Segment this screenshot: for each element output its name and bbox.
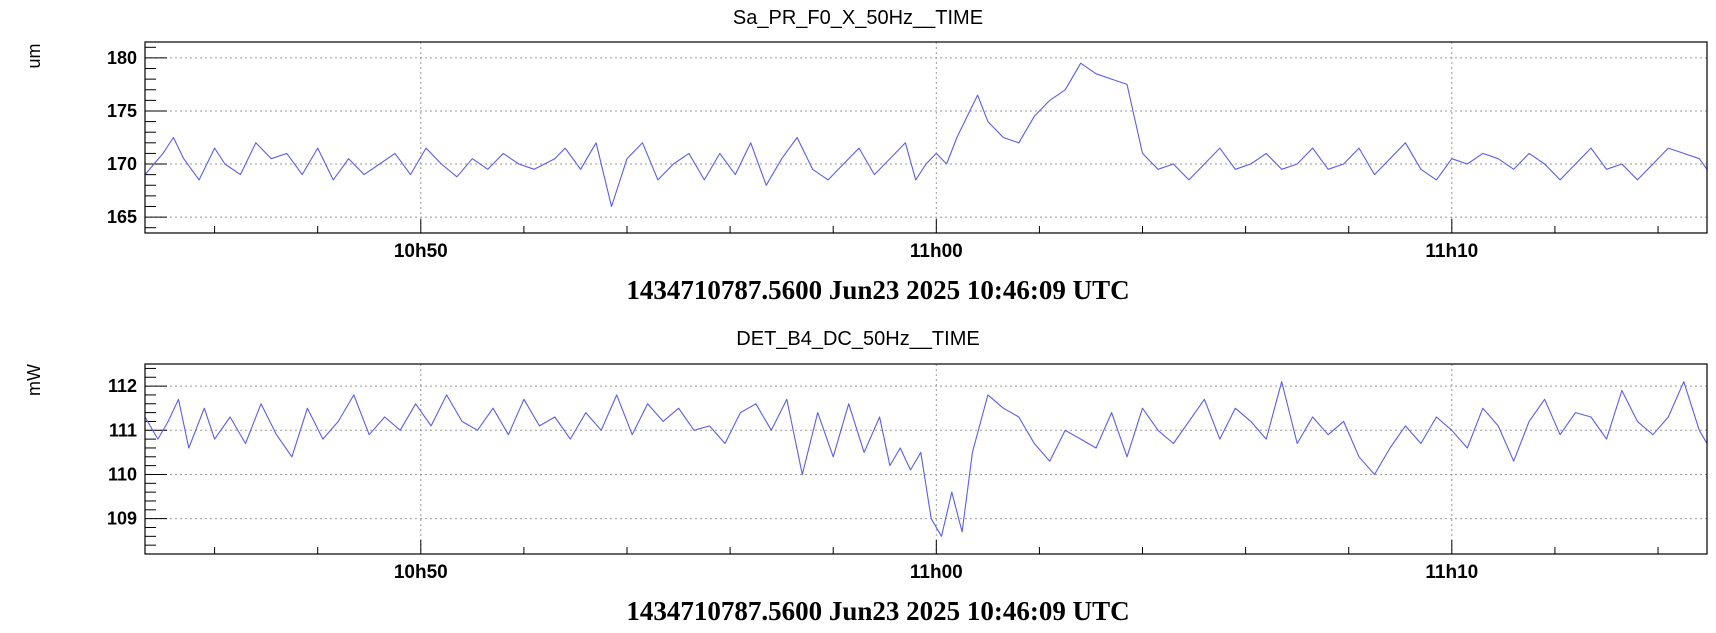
x-tick-label: 11h10: [1425, 241, 1478, 262]
chart-panel-1: Sa_PR_F0_X_50Hz__TIME um 1434710787.5600…: [24, 7, 1708, 305]
x-tick-label: 10h50: [394, 562, 448, 583]
series-line: [145, 62, 1707, 208]
chart-title: Sa_PR_F0_X_50Hz__TIME: [733, 7, 983, 29]
y-axis-label: um: [24, 43, 44, 68]
x-axis-label: 1434710787.5600 Jun23 2025 10:46:09 UTC: [626, 275, 1129, 305]
chart-title: DET_B4_DC_50Hz__TIME: [736, 328, 979, 350]
y-tick-label: 111: [109, 420, 137, 440]
plot-frame: [144, 363, 1708, 555]
y-tick-label: 109: [107, 509, 137, 529]
plot-frame: [144, 41, 1708, 234]
y-axis-label: mW: [24, 364, 44, 396]
y-tick-label: 112: [108, 376, 137, 396]
series-line: [145, 381, 1707, 537]
x-tick-label: 10h50: [394, 241, 448, 262]
y-tick-label: 170: [107, 154, 137, 174]
x-axis-label: 1434710787.5600 Jun23 2025 10:46:09 UTC: [626, 596, 1129, 626]
y-tick-label: 180: [107, 48, 137, 68]
x-tick-label: 11h00: [910, 562, 963, 583]
y-tick-label: 175: [107, 101, 137, 121]
chart-panel-2: DET_B4_DC_50Hz__TIME mW 1434710787.5600 …: [24, 328, 1708, 626]
x-tick-label: 11h00: [910, 241, 963, 262]
x-tick-label: 11h10: [1425, 562, 1478, 583]
y-tick-label: 110: [108, 464, 137, 484]
y-tick-label: 165: [107, 207, 137, 227]
